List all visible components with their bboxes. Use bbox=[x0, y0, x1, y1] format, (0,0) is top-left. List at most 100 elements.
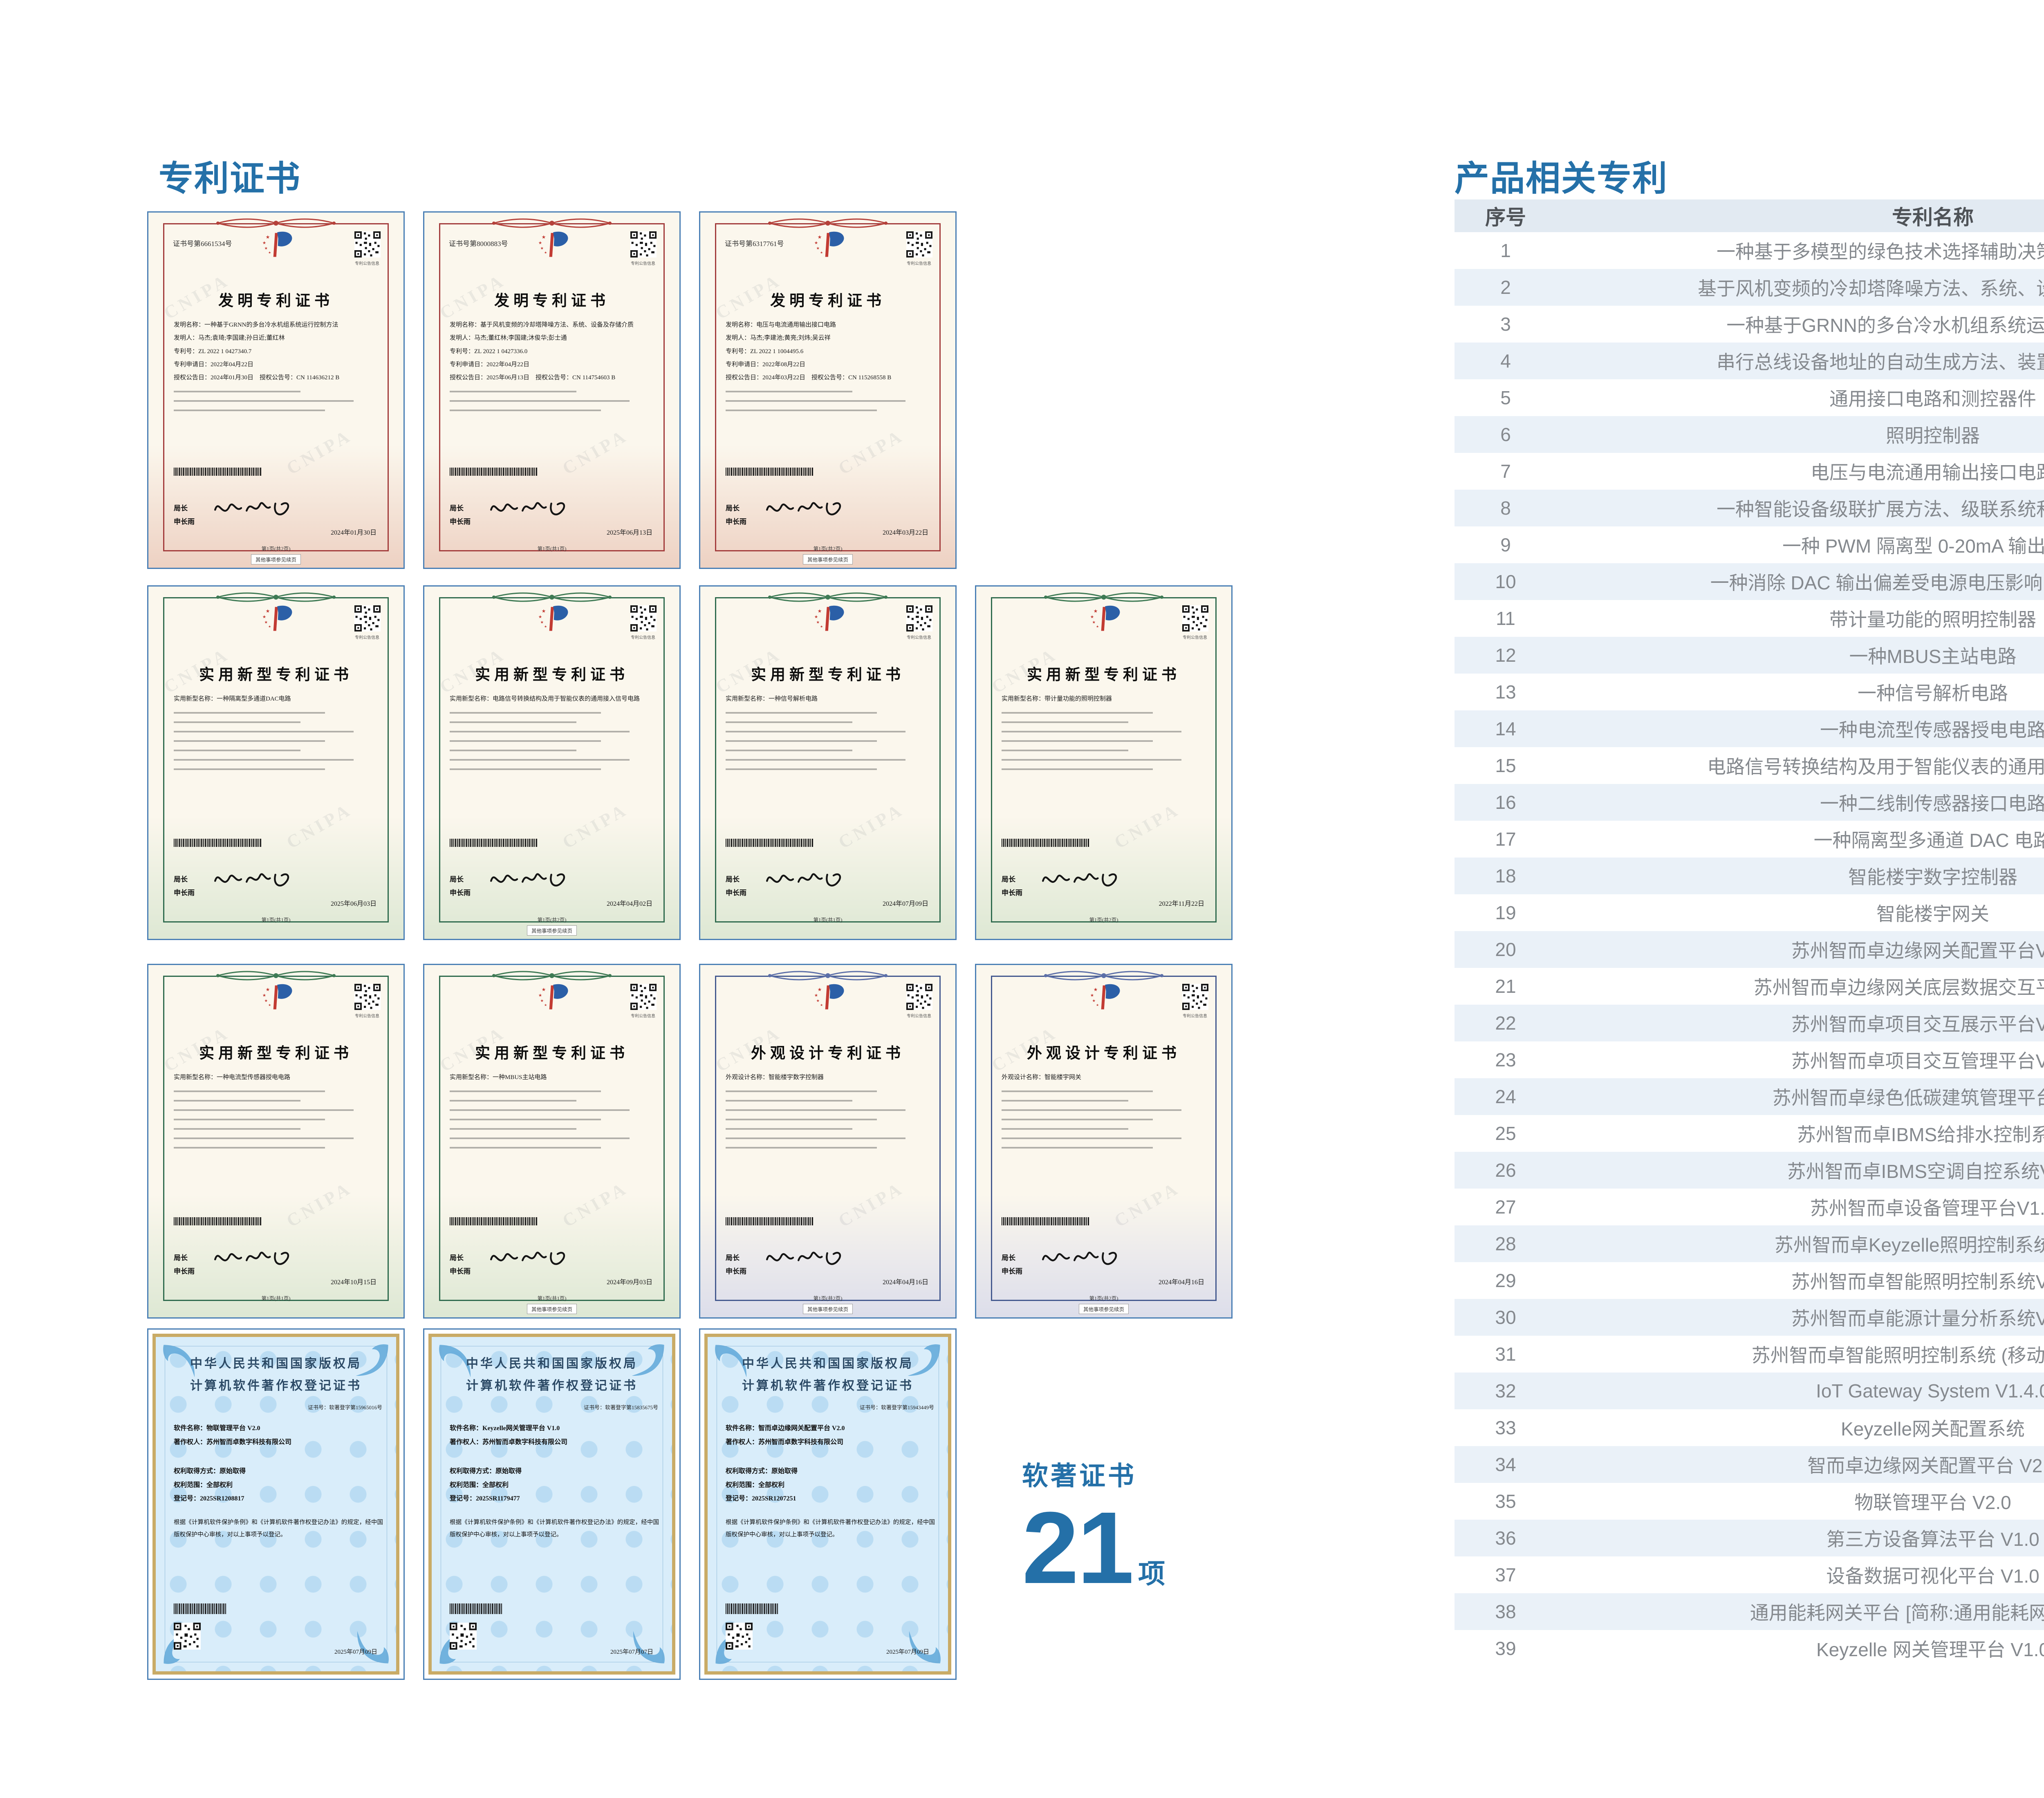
cert-number: 证书号第6661534号 bbox=[173, 240, 232, 248]
redacted-text-line bbox=[174, 1119, 325, 1121]
table-row: 19 智能楼宇网关 外观 bbox=[1455, 894, 2044, 931]
row-no: 5 bbox=[1500, 387, 1511, 408]
qr-caption: 专利公告信息 bbox=[355, 636, 379, 640]
table-row: 17 一种隔离型多通道 DAC 电路 实用新型 bbox=[1455, 821, 2044, 858]
redacted-text-line bbox=[726, 712, 877, 714]
cert-field: 专利申请日：2022年04月22日 bbox=[450, 361, 530, 368]
cert-footer: 第1页(共2页) bbox=[813, 1296, 843, 1301]
cert-footer: 第1页(共1页) bbox=[261, 917, 291, 923]
row-name: 一种二线制传感器接口电路 bbox=[1820, 793, 2044, 814]
row-name: 一种消除 DAC 输出偏差受电源电压影响的电路及方法 bbox=[1710, 572, 2044, 593]
svg-text:★: ★ bbox=[816, 246, 820, 251]
row-no: 12 bbox=[1495, 645, 1516, 666]
cert-date: 2024年04月16日 bbox=[1158, 1279, 1204, 1286]
qr-code-icon bbox=[906, 231, 932, 260]
svg-text:★: ★ bbox=[544, 625, 547, 629]
row-no: 14 bbox=[1495, 718, 1516, 739]
corner-flourish-icon bbox=[439, 1632, 472, 1664]
cert-title: 外观设计专利证书 bbox=[751, 1045, 905, 1062]
signature-icon bbox=[486, 1242, 576, 1276]
ornament-flourish-icon bbox=[766, 589, 889, 607]
row-name: 一种MBUS主站电路 bbox=[1849, 646, 2017, 667]
row-no: 7 bbox=[1500, 461, 1511, 482]
patent-certificate: CNIPA CNIPA 证书号第6317761号 ★ ★ ★ ★ bbox=[699, 211, 957, 569]
redacted-text-line bbox=[1002, 768, 1153, 770]
cert-number: 证书号：软著登字第15835675号 bbox=[583, 1404, 658, 1411]
director-name: 申长雨 bbox=[174, 889, 195, 897]
patent-certificate: CNIPA CNIPA ★ ★ ★ ★ bbox=[699, 964, 957, 1319]
svg-text:★: ★ bbox=[264, 246, 268, 251]
table-row: 24 苏州智而卓绿色低碳建筑管理平台V1.0 软著 bbox=[1455, 1078, 2044, 1115]
qr-code-icon bbox=[354, 231, 381, 260]
cert-signer-block: 局长 申长雨 bbox=[1002, 1252, 1022, 1278]
table-row: 32 IoT Gateway System V1.4.0 软著 bbox=[1455, 1373, 2044, 1409]
redacted-text-line bbox=[174, 1100, 300, 1102]
svg-text:★: ★ bbox=[1092, 620, 1096, 625]
director-name: 申长雨 bbox=[726, 517, 746, 526]
table-row: 27 苏州智而卓设备管理平台V1.0 软著 bbox=[1455, 1189, 2044, 1225]
cnipa-logo-icon: ★ ★ ★ ★ bbox=[1085, 603, 1123, 634]
cert-field: 软件名称：物联管理平台 V2.0 bbox=[174, 1425, 260, 1432]
cert-fields: 软件名称：智而卓边缘网关配置平台 V2.0 著作权人：苏州智而卓数字科技有限公司权… bbox=[726, 1422, 935, 1506]
cert-footer: 第1页(共1页) bbox=[261, 1296, 291, 1301]
ornament-flourish-icon bbox=[491, 215, 613, 233]
table-row: 7 电压与电流通用输出接口电路 发明 bbox=[1455, 453, 2044, 490]
row-no: 2 bbox=[1500, 277, 1511, 298]
signature-icon bbox=[210, 863, 300, 898]
row-no: 24 bbox=[1495, 1086, 1516, 1107]
svg-text:★: ★ bbox=[262, 615, 266, 620]
cnipa-logo-icon: ★ ★ ★ ★ bbox=[533, 603, 572, 634]
corner-flourish-icon bbox=[164, 1632, 196, 1664]
soft-heading-2: 计算机软件著作权登记证书 bbox=[466, 1379, 638, 1393]
table-row: 21 苏州智而卓边缘网关底层数据交互平台V1.0 软著 bbox=[1455, 968, 2044, 1005]
redacted-text-line bbox=[174, 740, 325, 742]
redacted-text-line bbox=[450, 750, 576, 752]
redacted-text-line bbox=[1002, 721, 1128, 723]
cert-field: 登记号：2025SR1208817 bbox=[174, 1495, 244, 1502]
cert-field: 权利取得方式：原始取得 bbox=[174, 1468, 246, 1475]
redacted-text-line bbox=[726, 1109, 905, 1111]
cert-field: 实用新型名称：一种信号解析电路 bbox=[726, 696, 818, 702]
redacted-text-line bbox=[174, 759, 354, 761]
table-row: 23 苏州智而卓项目交互管理平台V1.0 软著 bbox=[1455, 1041, 2044, 1078]
row-name: 苏州智而卓IBMS空调自控系统V1.0 bbox=[1787, 1161, 2044, 1182]
director-title: 局长 bbox=[1002, 875, 1015, 884]
redacted-text-line bbox=[726, 740, 877, 742]
ornament-flourish-icon bbox=[491, 967, 613, 986]
cert-fields: 软件名称：Keyzelle网关管理平台 V1.0 著作权人：苏州智而卓数字科技有限… bbox=[450, 1422, 659, 1506]
software-copyright-certificate: 中华人民共和国国家版权局 计算机软件著作权登记证书 证书号：软著登字第15835… bbox=[423, 1328, 681, 1680]
qr-caption: 专利公告信息 bbox=[907, 1014, 931, 1019]
row-name: 物联管理平台 V2.0 bbox=[1854, 1492, 2011, 1513]
row-no: 26 bbox=[1495, 1160, 1516, 1181]
cert-field: 发明名称：基于风机变频的冷却塔降噪方法、系统、设备及存储介质 bbox=[450, 322, 634, 328]
redacted-text-line bbox=[450, 410, 601, 412]
soft-body: 软件名称：智而卓边缘网关配置平台 V2.0 著作权人：苏州智而卓数字科技有限公司权… bbox=[726, 1422, 935, 1541]
redacted-text-line bbox=[174, 400, 354, 402]
barcode-icon bbox=[174, 839, 262, 847]
row-name: 苏州智而卓边缘网关配置平台V1.0 bbox=[1791, 940, 2044, 961]
redacted-text-line bbox=[174, 410, 325, 412]
svg-text:★: ★ bbox=[1090, 615, 1094, 620]
redacted-text-line bbox=[1002, 1137, 1181, 1140]
cert-field: 权利范围：全部权利 bbox=[174, 1481, 233, 1489]
barcode-icon bbox=[726, 468, 814, 476]
row-no: 25 bbox=[1495, 1123, 1516, 1144]
cert-title: 发明专利证书 bbox=[218, 293, 334, 309]
director-name: 申长雨 bbox=[726, 1267, 746, 1275]
table-row: 6 照明控制器 发明 bbox=[1455, 416, 2044, 453]
row-name: 苏州智而卓项目交互展示平台V1.0 bbox=[1791, 1014, 2044, 1035]
row-no: 18 bbox=[1495, 865, 1516, 887]
cert-field: 权利取得方式：原始取得 bbox=[450, 1468, 522, 1475]
cert-date: 2025年06月13日 bbox=[606, 529, 652, 536]
ornament-flourish-icon bbox=[491, 589, 613, 607]
redacted-text-line bbox=[174, 750, 300, 752]
cert-field: 发明人：马杰;李建池;黄亮;刘炜;吴云祥 bbox=[726, 335, 831, 342]
redacted-text-line bbox=[1002, 1147, 1153, 1149]
product-patents-heading: 产品相关专利 bbox=[1455, 159, 1668, 198]
svg-text:★: ★ bbox=[266, 234, 270, 240]
svg-text:★: ★ bbox=[538, 994, 542, 998]
row-name: 智能楼宇数字控制器 bbox=[1848, 867, 2017, 888]
row-no: 38 bbox=[1495, 1601, 1516, 1622]
svg-text:★: ★ bbox=[542, 608, 546, 614]
row-no: 37 bbox=[1495, 1564, 1516, 1585]
